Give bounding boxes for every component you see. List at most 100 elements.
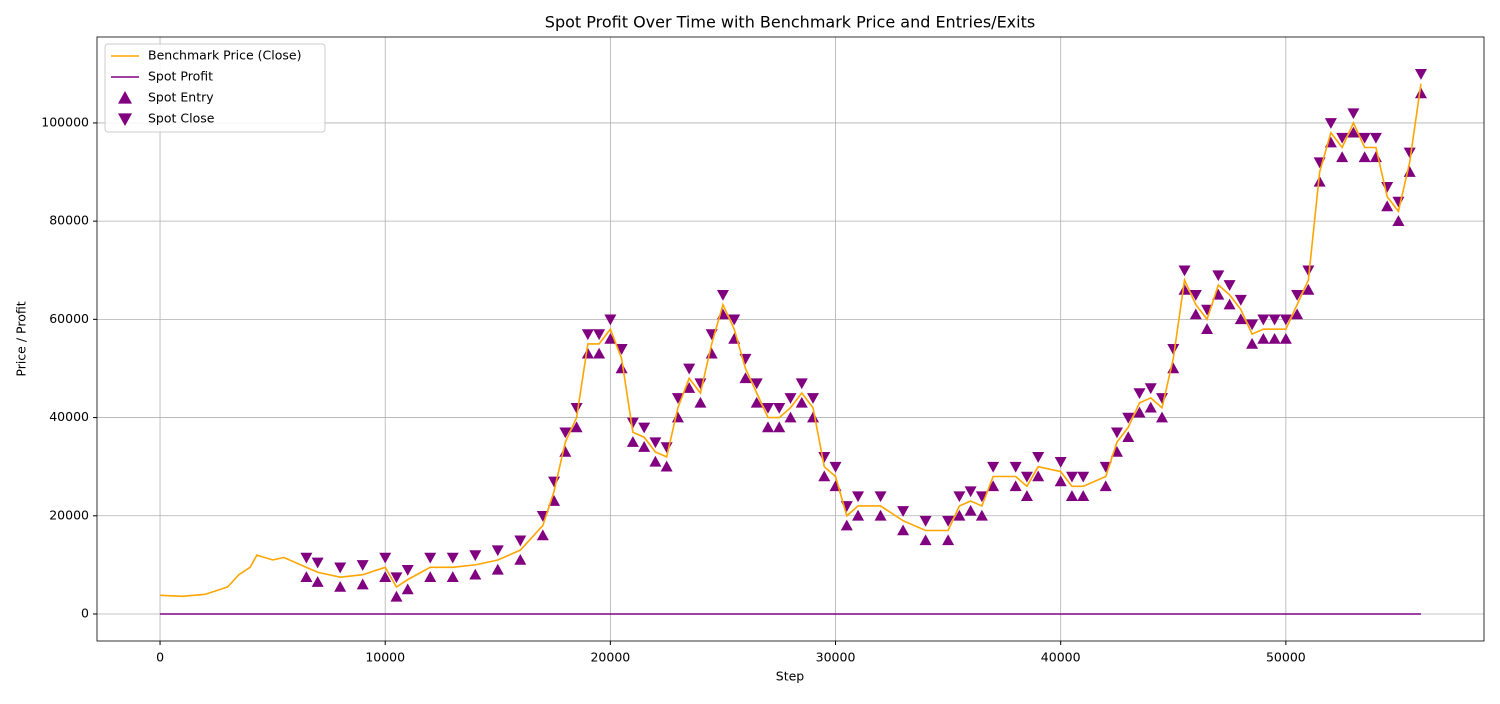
entry-marker — [1234, 313, 1247, 325]
entry-marker — [638, 441, 651, 452]
close-marker — [593, 329, 606, 341]
entry-marker — [1032, 470, 1045, 482]
close-marker — [1403, 147, 1416, 159]
close-marker — [311, 557, 324, 569]
entry-marker — [1054, 475, 1067, 487]
entry-marker — [1381, 200, 1394, 212]
entry-marker — [942, 534, 955, 546]
y-tick-label: 40000 — [49, 409, 89, 424]
close-marker — [1133, 388, 1146, 400]
entry-marker — [1268, 333, 1281, 344]
entry-marker — [615, 362, 628, 374]
x-tick-label: 50000 — [1266, 650, 1306, 665]
close-marker — [716, 290, 729, 301]
entry-marker — [1223, 298, 1236, 310]
entry-marker — [1065, 490, 1078, 501]
entry-marker — [1291, 308, 1304, 320]
close-marker — [773, 402, 786, 414]
x-tick-label: 40000 — [1041, 650, 1081, 665]
entry-marker — [761, 421, 774, 433]
entry-marker — [694, 396, 707, 408]
close-marker — [761, 402, 774, 414]
entry-marker — [1279, 333, 1292, 344]
close-marker — [975, 491, 988, 503]
y-tick-label: 100000 — [41, 114, 89, 129]
close-marker — [1167, 344, 1180, 355]
entry-marker — [795, 396, 808, 408]
close-marker — [1065, 471, 1078, 483]
entry-marker — [1347, 126, 1360, 138]
close-marker — [1336, 132, 1349, 144]
entry-marker — [593, 347, 606, 359]
entry-marker — [570, 421, 583, 433]
entry-marker — [1077, 490, 1090, 501]
legend-label: Spot Entry — [148, 90, 214, 105]
entry-marker — [334, 580, 347, 592]
close-marker — [1291, 290, 1304, 301]
entry-marker — [1212, 288, 1225, 300]
entry-marker — [1414, 87, 1427, 99]
close-marker — [1099, 461, 1112, 473]
close-marker — [1223, 280, 1236, 291]
close-marker — [750, 378, 763, 390]
entry-marker — [874, 509, 887, 521]
close-marker — [334, 562, 347, 574]
close-marker — [1358, 132, 1371, 144]
chart-title: Spot Profit Over Time with Benchmark Pri… — [545, 13, 1035, 32]
close-marker — [469, 550, 482, 562]
y-tick-label: 20000 — [49, 507, 89, 522]
entry-marker — [953, 509, 966, 521]
close-marker — [1009, 461, 1022, 473]
close-marker — [390, 572, 403, 584]
entry-marker — [311, 576, 324, 587]
x-tick-label: 0 — [156, 650, 164, 665]
close-marker — [615, 344, 628, 355]
entry-marker — [581, 347, 594, 359]
x-tick-label: 20000 — [590, 650, 630, 665]
entry-marker — [1257, 333, 1270, 344]
close-marker — [919, 515, 932, 527]
entry-marker — [1122, 431, 1135, 443]
entry-marker — [1133, 406, 1146, 418]
close-marker — [1189, 290, 1202, 301]
entry-marker — [424, 571, 437, 582]
entry-marker — [626, 436, 639, 447]
entry-marker — [975, 509, 988, 521]
close-marker — [491, 545, 504, 557]
entry-marker — [401, 583, 414, 595]
close-marker — [1144, 383, 1157, 395]
entry-marker — [660, 460, 673, 472]
close-marker — [987, 461, 1000, 473]
close-marker — [536, 510, 549, 522]
entry-marker — [491, 563, 504, 575]
close-marker — [1246, 319, 1259, 331]
close-marker — [829, 461, 842, 473]
close-marker — [649, 437, 662, 449]
close-marker — [379, 552, 392, 564]
close-marker — [1110, 427, 1123, 439]
entry-marker — [1313, 175, 1326, 187]
close-marker — [728, 314, 741, 326]
entry-marker — [1144, 401, 1157, 413]
x-axis-label: Step — [776, 669, 805, 684]
entry-marker — [469, 568, 482, 580]
entry-marker — [987, 480, 1000, 492]
close-marker — [570, 402, 583, 414]
entry-marker — [1392, 215, 1405, 226]
entry-marker — [1358, 151, 1371, 163]
x-tick-label: 30000 — [816, 650, 856, 665]
entry-marker — [1246, 337, 1259, 349]
entry-marker — [683, 382, 696, 393]
entry-marker — [446, 571, 459, 582]
close-marker — [446, 552, 459, 564]
close-marker — [581, 329, 594, 341]
entry-marker — [1302, 283, 1315, 295]
close-marker — [356, 560, 369, 571]
legend-marker — [118, 91, 132, 104]
y-tick-label: 0 — [81, 605, 89, 620]
entry-marker — [784, 411, 797, 423]
close-marker — [1032, 452, 1045, 463]
entry-marker — [1110, 445, 1123, 457]
close-marker — [964, 486, 977, 498]
